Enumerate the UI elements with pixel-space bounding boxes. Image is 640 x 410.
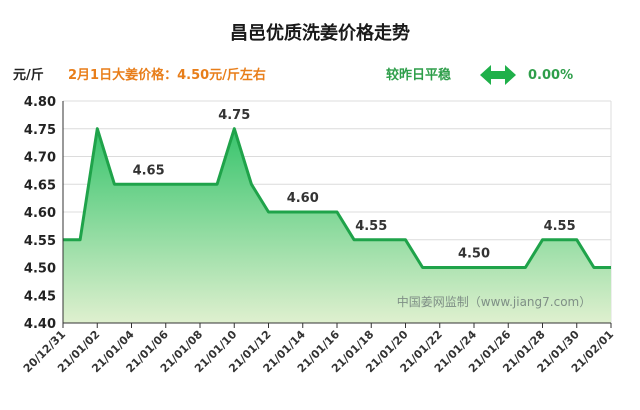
data-label: 4.50 xyxy=(458,247,490,262)
y-tick-label: 4.55 xyxy=(24,234,56,249)
y-tick-label: 4.75 xyxy=(24,123,56,138)
price-line xyxy=(63,127,611,269)
data-label: 4.60 xyxy=(287,191,319,206)
price-area xyxy=(63,128,611,323)
chart-title: 昌邑优质洗姜价格走势 xyxy=(230,22,410,44)
watermark: 中国姜网监制（www.jiang7.com） xyxy=(397,294,591,309)
y-tick-label: 4.50 xyxy=(24,262,56,277)
y-unit-label: 元/斤 xyxy=(13,67,44,83)
data-label: 4.65 xyxy=(133,163,165,178)
y-tick-label: 4.70 xyxy=(24,151,56,166)
y-tick-label: 4.45 xyxy=(24,289,56,304)
data-label: 4.75 xyxy=(218,108,250,123)
price-info: 2月1日大姜价格：4.50元/斤左右 xyxy=(68,67,266,83)
change-percent: 0.00% xyxy=(528,68,573,83)
data-label: 4.55 xyxy=(544,219,576,234)
data-label: 4.55 xyxy=(355,219,387,234)
x-axis-ticks: 20/12/3121/01/0221/01/0421/01/0621/01/08… xyxy=(21,323,616,375)
y-tick-label: 4.60 xyxy=(24,206,56,221)
y-axis-ticks: 4.40 4.45 4.50 4.55 4.60 4.65 4.70 4.75 4.80 xyxy=(24,95,56,332)
y-tick-label: 4.65 xyxy=(24,178,56,193)
compare-label: 较昨日平稳 xyxy=(386,67,451,83)
y-tick-label: 4.40 xyxy=(24,317,56,332)
double-arrow-icon xyxy=(480,65,516,85)
data-labels: 4.65 4.75 4.60 4.55 4.50 4.55 xyxy=(133,108,576,262)
y-tick-label: 4.80 xyxy=(24,95,56,110)
